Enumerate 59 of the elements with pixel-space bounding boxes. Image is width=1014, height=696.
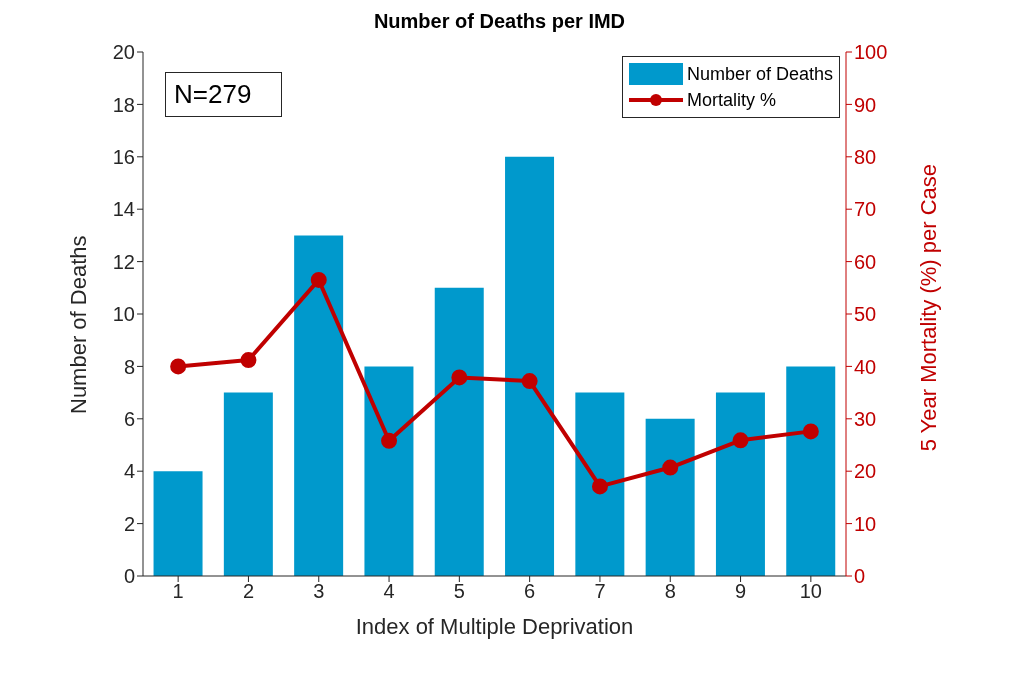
bar	[505, 156, 555, 576]
y2-tick-label: 60	[854, 250, 877, 273]
x-tick-label: 8	[664, 580, 676, 603]
bar	[223, 392, 273, 576]
y-tick-label: 4	[123, 460, 135, 483]
bar	[434, 287, 484, 576]
legend-label: Mortality %	[686, 89, 776, 111]
y-tick-label: 14	[112, 198, 135, 221]
point	[732, 432, 749, 449]
point	[662, 459, 679, 476]
x-tick-label: 7	[594, 580, 606, 603]
point	[521, 373, 538, 390]
y-tick-label: 12	[112, 250, 135, 273]
y2-tick-label: 0	[854, 565, 866, 588]
x-tick-label: 4	[383, 580, 395, 603]
x-tick-label: 6	[524, 580, 536, 603]
y2-axis-title: 5 Year Mortality (%) per Case	[915, 164, 941, 452]
bar	[364, 366, 414, 576]
x-tick-label: 10	[799, 580, 822, 603]
chart-title: Number of Deaths per IMD	[372, 10, 627, 33]
y-tick-label: 8	[123, 355, 135, 378]
y2-tick-label: 80	[854, 145, 877, 168]
y-tick-label: 20	[112, 41, 135, 64]
y2-tick-label: 40	[854, 355, 877, 378]
point	[170, 358, 187, 375]
bar	[153, 471, 203, 576]
y2-tick-label: 20	[854, 460, 877, 483]
x-tick-label: 9	[734, 580, 747, 603]
legend-label: Number of Deaths	[686, 63, 833, 85]
bar	[575, 392, 625, 576]
bar	[715, 392, 765, 576]
bar	[786, 366, 836, 576]
x-tick-label: 3	[313, 580, 325, 603]
point	[381, 432, 398, 449]
x-tick-label: 1	[172, 580, 184, 603]
y2-tick-label: 50	[854, 303, 877, 326]
y2-tick-label: 90	[854, 93, 877, 116]
y-tick-label: 18	[112, 93, 135, 116]
y-tick-label: 2	[123, 512, 135, 535]
y-tick-label: 16	[112, 145, 135, 168]
y2-tick-label: 30	[854, 407, 877, 430]
y2-tick-label: 70	[854, 198, 877, 221]
point	[591, 478, 608, 495]
bar	[294, 235, 344, 576]
y2-tick-label: 100	[854, 41, 888, 64]
y-axis-title: Number of Deaths	[65, 235, 91, 414]
point	[310, 271, 327, 288]
y2-tick-label: 10	[854, 512, 877, 535]
y-tick-label: 6	[123, 407, 135, 430]
point	[240, 352, 257, 369]
y-tick-label: 0	[123, 565, 135, 588]
x-axis-title: Index of Multiple Deprivation	[355, 614, 634, 639]
annotation: N=279	[165, 72, 283, 117]
point	[802, 423, 819, 440]
x-tick-label: 2	[242, 580, 255, 603]
x-tick-label: 5	[453, 580, 465, 603]
point	[451, 369, 468, 386]
bar	[645, 418, 695, 576]
y-tick-label: 10	[112, 303, 135, 326]
